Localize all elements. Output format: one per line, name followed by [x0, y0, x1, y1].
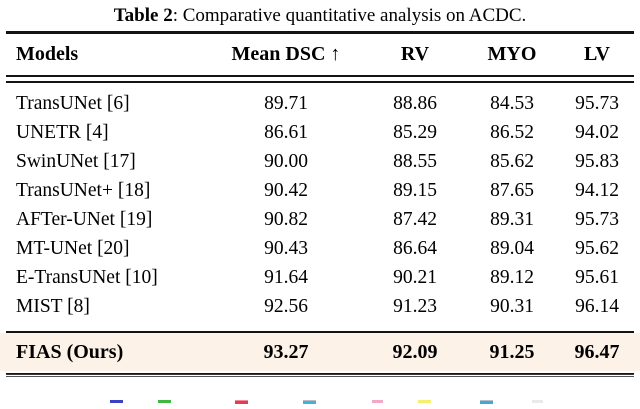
highlight-row-fias: FIAS (Ours) 93.27 92.09 91.25 96.47 [0, 333, 640, 371]
header-mean-dsc: Mean DSC ↑ [231, 43, 341, 65]
legend-color-swatch [303, 400, 316, 404]
table-row: UNETR [4] 86.61 85.29 86.52 94.02 [6, 118, 634, 147]
rv-cell: 91.23 [393, 295, 437, 317]
figure-legend-strip [0, 399, 640, 404]
myo-cell: 91.25 [489, 340, 535, 363]
mean-dsc-cell: 91.64 [264, 266, 308, 288]
table-number: Table 2 [113, 5, 173, 26]
lv-cell: 94.12 [575, 179, 619, 201]
model-name-cell: TransUNet+ [18] [16, 179, 151, 201]
mean-dsc-cell: 89.71 [264, 92, 308, 114]
lv-cell: 95.61 [575, 266, 619, 288]
results-table: Models Mean DSC ↑ RV MYO LV TransUNet [6… [0, 31, 640, 377]
mean-dsc-cell: 92.56 [264, 295, 308, 317]
model-name-cell: E-TransUNet [10] [16, 266, 158, 288]
legend-color-swatch [418, 400, 431, 403]
rv-cell: 88.86 [393, 92, 437, 114]
myo-cell: 89.12 [490, 266, 534, 288]
table-row: TransUNet [6] 89.71 88.86 84.53 95.73 [6, 89, 634, 118]
rv-cell: 90.21 [393, 266, 437, 288]
bottom-rule-thin [6, 376, 634, 377]
top-rule [6, 31, 634, 34]
lv-cell: 95.62 [575, 237, 619, 259]
mean-dsc-cell: 90.42 [264, 179, 308, 201]
table-body: TransUNet [6] 89.71 88.86 84.53 95.73 UN… [6, 83, 634, 331]
model-name-cell: SwinUNet [17] [16, 150, 136, 172]
table-caption-text: : Comparative quantitative analysis on A… [172, 5, 527, 26]
table-row: MT-UNet [20] 90.43 86.64 89.04 95.62 [6, 234, 634, 263]
rv-cell: 85.29 [393, 121, 437, 143]
myo-cell: 89.31 [490, 208, 534, 230]
rv-cell: 92.09 [392, 340, 438, 363]
lv-cell: 95.73 [575, 92, 619, 114]
table-row: AFTer-UNet [19] 90.82 87.42 89.31 95.73 [6, 205, 634, 234]
header-lv: LV [584, 43, 610, 65]
myo-cell: 89.04 [490, 237, 534, 259]
model-name-cell: TransUNet [6] [16, 92, 130, 114]
legend-color-swatch [480, 400, 493, 404]
lv-cell: 96.14 [575, 295, 619, 317]
model-name-cell: AFTer-UNet [19] [16, 208, 153, 230]
mean-dsc-cell: 90.00 [264, 150, 308, 172]
table-row: TransUNet+ [18] 90.42 89.15 87.65 94.12 [6, 176, 634, 205]
mean-dsc-cell: 90.43 [264, 237, 308, 259]
header-models: Models [16, 43, 79, 65]
model-name-cell: MT-UNet [20] [16, 237, 130, 259]
mean-dsc-cell: 90.82 [264, 208, 308, 230]
legend-color-swatch [532, 400, 543, 403]
myo-cell: 84.53 [490, 92, 534, 114]
rv-cell: 88.55 [393, 150, 437, 172]
header-rv: RV [400, 43, 430, 65]
model-name-cell: MIST [8] [16, 295, 90, 317]
myo-cell: 87.65 [490, 179, 534, 201]
header-myo: MYO [487, 43, 537, 65]
pre-highlight-rule [6, 331, 634, 333]
legend-color-swatch [235, 400, 248, 404]
lv-cell: 94.02 [575, 121, 619, 143]
model-name-cell: FIAS (Ours) [16, 340, 124, 363]
table-row: SwinUNet [17] 90.00 88.55 85.62 95.83 [6, 147, 634, 176]
table-caption: Table 2: Comparative quantitative analys… [0, 3, 640, 29]
myo-cell: 86.52 [490, 121, 534, 143]
myo-cell: 90.31 [490, 295, 534, 317]
legend-color-swatch [110, 400, 123, 403]
lv-cell: 96.47 [574, 340, 620, 363]
rv-cell: 89.15 [393, 179, 437, 201]
legend-color-swatch [372, 400, 383, 403]
bottom-rule [6, 371, 634, 375]
table-row: MIST [8] 92.56 91.23 90.31 96.14 [6, 292, 634, 321]
table-header-row: Models Mean DSC ↑ RV MYO LV [6, 34, 634, 75]
myo-cell: 85.62 [490, 150, 534, 172]
mean-dsc-cell: 86.61 [264, 121, 308, 143]
mean-dsc-cell: 93.27 [263, 340, 309, 363]
rv-cell: 87.42 [393, 208, 437, 230]
lv-cell: 95.73 [575, 208, 619, 230]
header-double-rule [6, 75, 634, 83]
table-row: E-TransUNet [10] 91.64 90.21 89.12 95.61 [6, 263, 634, 292]
model-name-cell: UNETR [4] [16, 121, 109, 143]
rv-cell: 86.64 [393, 237, 437, 259]
lv-cell: 95.83 [575, 150, 619, 172]
legend-color-swatch [158, 400, 171, 403]
